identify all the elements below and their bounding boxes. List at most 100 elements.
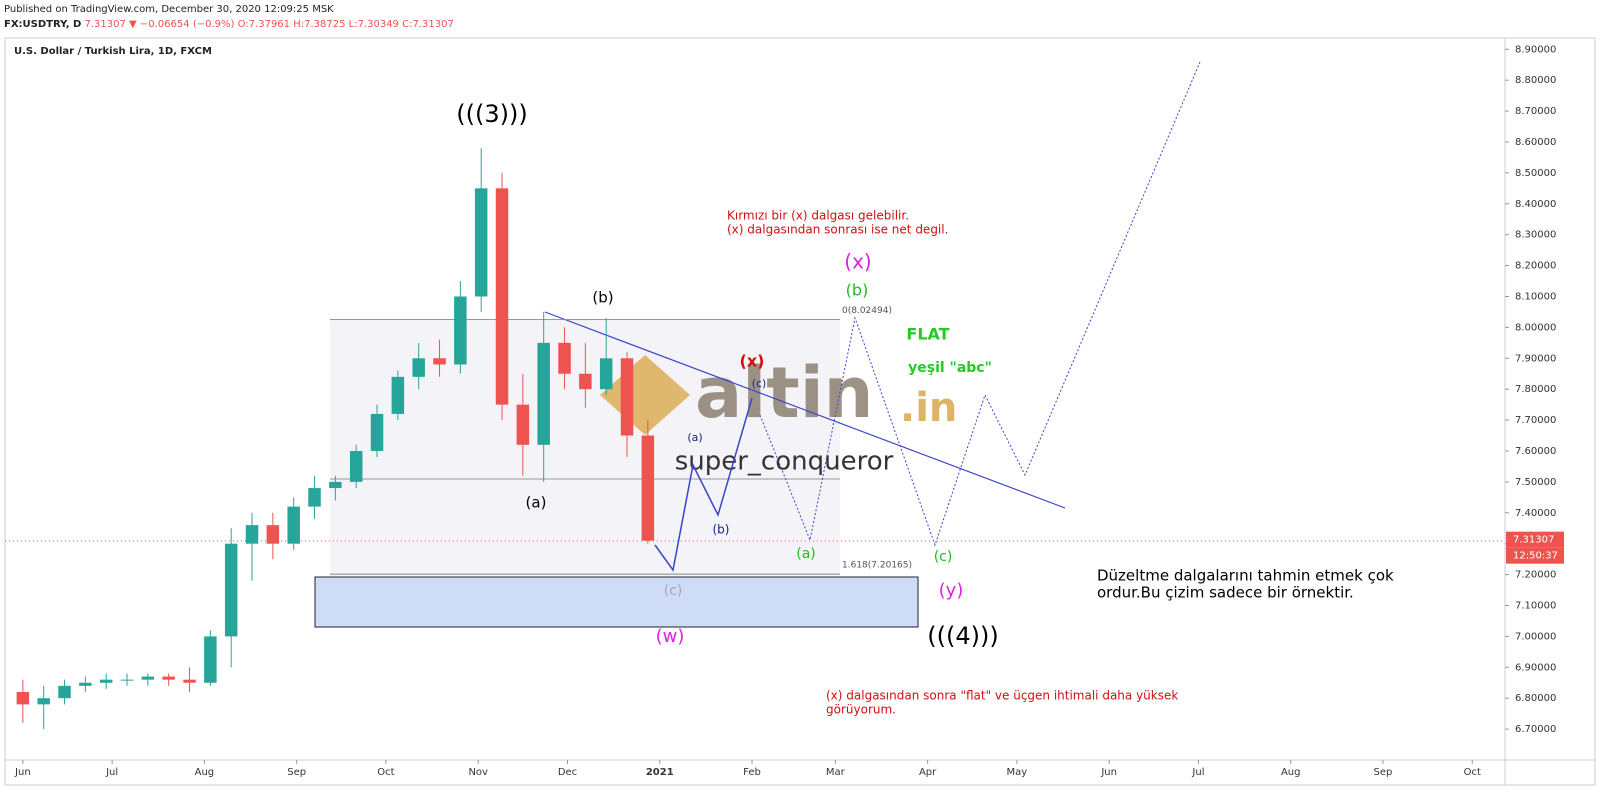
- candle-body: [599, 358, 613, 390]
- candle-body: [204, 636, 217, 683]
- candle-body: [162, 676, 175, 680]
- wave-label: (c): [752, 377, 767, 390]
- x-tick-label: 2021: [646, 767, 674, 778]
- candle-body: [558, 342, 571, 374]
- x-tick-label: Sep: [1374, 767, 1393, 778]
- note: Kırmızı bir (x) dalgası gelebilir.: [727, 209, 909, 223]
- candle-body: [245, 525, 259, 544]
- candle-body: [16, 692, 30, 705]
- y-tick-label: 8.90000: [1515, 44, 1556, 55]
- wave-label: (c): [934, 549, 953, 565]
- frame: [4, 37, 1596, 786]
- author: super_conqueror: [675, 447, 894, 477]
- wave-label: (((3))): [456, 100, 527, 128]
- candle-body: [58, 685, 71, 699]
- y-tick-label: 6.80000: [1515, 693, 1556, 704]
- candle-body: [224, 543, 238, 637]
- candle-body: [349, 450, 363, 482]
- y-tick-label: 8.40000: [1515, 199, 1556, 210]
- wave-label: (a): [796, 546, 816, 562]
- candle-body: [183, 679, 196, 683]
- trend-line: [544, 311, 1066, 509]
- x-tick-label: May: [1007, 767, 1028, 778]
- wave-label: (b): [713, 523, 730, 537]
- countdown-tag: [1506, 547, 1564, 564]
- candle-body: [495, 188, 509, 405]
- candle-body: [579, 373, 592, 390]
- y-tick-label: 8.70000: [1515, 106, 1556, 117]
- watermark-text: altin: [695, 352, 874, 434]
- wave-path: [654, 397, 753, 572]
- candle-body: [329, 481, 342, 489]
- candle-body: [412, 358, 425, 377]
- countdown: 12:50:37: [1513, 551, 1558, 562]
- y-tick-label: 7.80000: [1515, 384, 1556, 395]
- price: 7.31307: [85, 19, 126, 30]
- projection-path: [759, 61, 1201, 547]
- candle-body: [308, 488, 321, 507]
- symbol-line: FX:USDTRY, D 7.31307 ▼ −0.06654 (−0.9%) …: [4, 19, 454, 30]
- candle-body: [120, 679, 134, 681]
- wave-label: (b): [846, 281, 869, 300]
- y-tick-label: 8.50000: [1515, 168, 1556, 179]
- candle-body: [433, 358, 446, 365]
- y-tick-label: 7.50000: [1515, 477, 1556, 488]
- fib-label: 1.618(7.20165): [842, 561, 912, 571]
- note: ordur.Bu çizim sadece bir örnektir.: [1097, 584, 1354, 602]
- note: (x) dalgasından sonrası ise net degil.: [727, 223, 948, 237]
- candle-body: [141, 676, 155, 680]
- y-tick-label: 8.80000: [1515, 75, 1556, 86]
- note: görüyorum.: [826, 703, 896, 717]
- x-tick-label: Oct: [1464, 767, 1481, 778]
- y-tick-label: 8.10000: [1515, 291, 1556, 302]
- candle-body: [266, 525, 280, 544]
- y-tick-label: 7.00000: [1515, 631, 1556, 642]
- wave-label: (w): [656, 626, 685, 647]
- x-tick-label: Jul: [105, 767, 118, 778]
- y-tick-label: 6.70000: [1515, 724, 1556, 735]
- y-tick-label: 7.20000: [1515, 570, 1556, 581]
- x-tick-label: Dec: [558, 767, 577, 778]
- candle-body: [391, 376, 405, 414]
- wave-label: (((4))): [927, 622, 998, 650]
- y-tick-label: 7.90000: [1515, 353, 1556, 364]
- last-price-label: 7.31307: [1513, 535, 1554, 546]
- candle-body: [37, 698, 50, 705]
- change: ▼ −0.06654 (−0.9%): [129, 19, 234, 30]
- x-tick-label: Jul: [1191, 767, 1204, 778]
- wave-label: (a): [687, 431, 702, 444]
- x-tick-label: Apr: [919, 767, 937, 778]
- chart-title: U.S. Dollar / Turkish Lira, 1D, FXCM: [14, 46, 212, 57]
- wave-label: (c): [664, 583, 683, 599]
- note: Düzeltme dalgalarını tahmin etmek çok: [1097, 567, 1394, 585]
- note: FLAT: [906, 325, 949, 344]
- candle-body: [620, 358, 634, 436]
- target-box: [314, 576, 919, 628]
- candle-body: [370, 413, 384, 451]
- candle-body: [474, 188, 488, 297]
- x-tick-label: Aug: [195, 767, 215, 778]
- note: (x) dalgasından sonra "flat" ve üçgen ih…: [826, 689, 1178, 703]
- x-tick-label: Sep: [287, 767, 306, 778]
- wave-label: (y): [939, 580, 964, 601]
- candle-body: [516, 404, 530, 445]
- y-tick-label: 8.20000: [1515, 261, 1556, 272]
- y-tick-label: 6.90000: [1515, 662, 1556, 673]
- y-tick-label: 8.60000: [1515, 137, 1556, 148]
- x-tick-label: Mar: [826, 767, 846, 778]
- watermark-text: .in: [900, 385, 957, 431]
- wave-label: (a): [526, 494, 547, 512]
- ohlc: O:7.37961 H:7.38725 L:7.30349 C:7.31307: [238, 19, 454, 30]
- y-tick-label: 7.10000: [1515, 600, 1556, 611]
- y-tick-label: 8.00000: [1515, 322, 1556, 333]
- wave-label: (x): [844, 250, 871, 274]
- candle-body: [454, 296, 467, 365]
- x-tick-label: Feb: [743, 767, 761, 778]
- last-price-tag: [1506, 531, 1564, 548]
- y-tick-label: 7.60000: [1515, 446, 1556, 457]
- note: yeşil "abc": [908, 360, 992, 376]
- candle-body: [79, 682, 92, 686]
- x-tick-label: Aug: [1281, 767, 1301, 778]
